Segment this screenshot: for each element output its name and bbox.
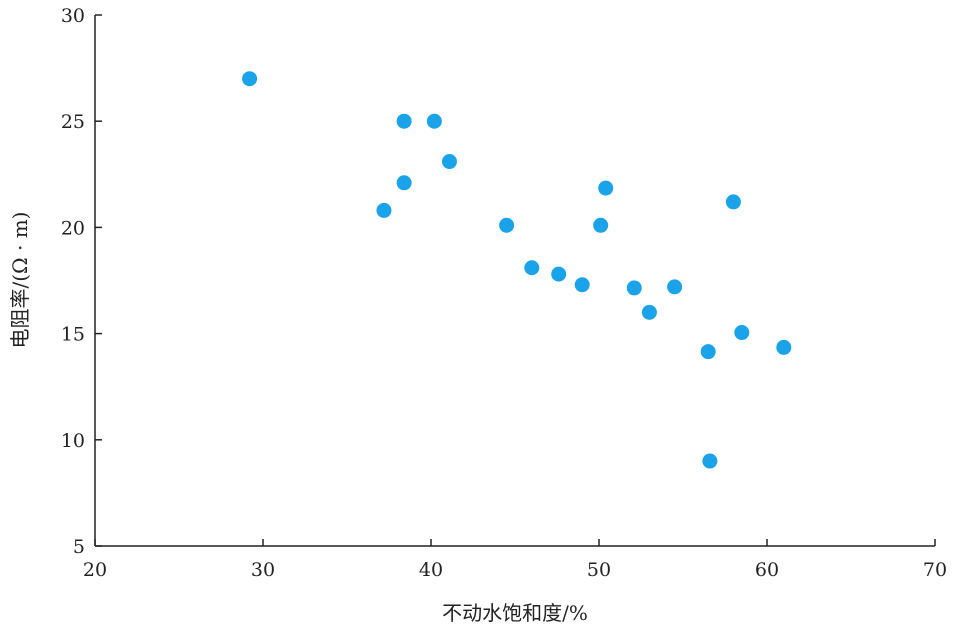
- data-point: [725, 194, 741, 210]
- y-tick-label: 20: [61, 217, 85, 239]
- data-point: [524, 260, 540, 276]
- data-point: [593, 217, 609, 233]
- data-point: [376, 202, 392, 218]
- data-point: [499, 217, 515, 233]
- data-point: [598, 180, 614, 196]
- x-tick-label: 20: [83, 559, 107, 581]
- data-point: [574, 277, 590, 293]
- data-point: [551, 266, 567, 282]
- y-tick-label: 10: [61, 430, 85, 452]
- data-point: [626, 280, 642, 296]
- x-tick-label: 50: [587, 559, 611, 581]
- x-tick-label: 60: [755, 559, 779, 581]
- y-tick-label: 5: [73, 536, 85, 558]
- y-axis-title: 电阻率/(Ω · m): [8, 212, 32, 349]
- data-point: [641, 304, 657, 320]
- x-tick-label: 40: [419, 559, 443, 581]
- data-point: [702, 453, 718, 469]
- data-point: [396, 113, 412, 129]
- data-point: [700, 344, 716, 360]
- y-tick-label: 30: [61, 5, 85, 27]
- y-tick-label: 25: [61, 111, 85, 133]
- data-point: [667, 279, 683, 295]
- data-point: [396, 175, 412, 191]
- data-point: [242, 71, 258, 87]
- x-tick-label: 70: [923, 559, 947, 581]
- data-point: [441, 154, 457, 170]
- data-point: [734, 325, 750, 341]
- axes: 20 30 40 50 60 70 5 10 15 20 25 30: [61, 5, 947, 581]
- y-tick-label: 15: [61, 324, 85, 346]
- data-points: [242, 71, 792, 469]
- data-point: [426, 113, 442, 129]
- x-axis-title: 不动水饱和度/%: [442, 601, 588, 625]
- data-point: [776, 339, 792, 355]
- x-tick-label: 30: [251, 559, 275, 581]
